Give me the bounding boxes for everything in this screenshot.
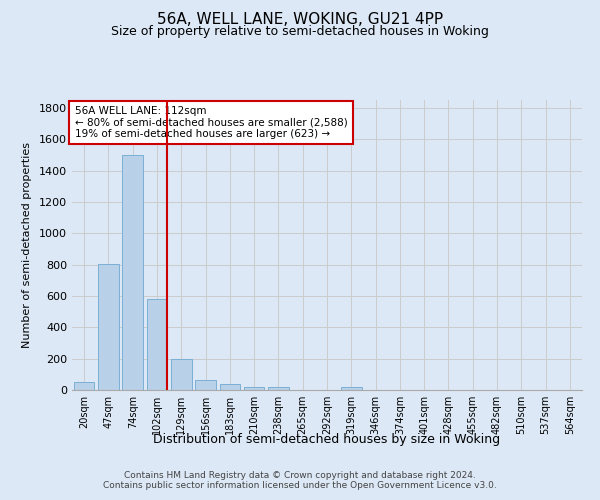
Text: 56A, WELL LANE, WOKING, GU21 4PP: 56A, WELL LANE, WOKING, GU21 4PP bbox=[157, 12, 443, 28]
Bar bbox=[98, 264, 119, 390]
Bar bbox=[122, 155, 143, 390]
Bar bbox=[244, 387, 265, 390]
Bar bbox=[74, 382, 94, 390]
Bar bbox=[146, 299, 167, 390]
Bar bbox=[195, 380, 216, 390]
Bar bbox=[171, 360, 191, 390]
Text: Distribution of semi-detached houses by size in Woking: Distribution of semi-detached houses by … bbox=[154, 432, 500, 446]
Text: Size of property relative to semi-detached houses in Woking: Size of property relative to semi-detach… bbox=[111, 25, 489, 38]
Text: Contains HM Land Registry data © Crown copyright and database right 2024.
Contai: Contains HM Land Registry data © Crown c… bbox=[103, 470, 497, 490]
Bar bbox=[268, 387, 289, 390]
Bar bbox=[341, 387, 362, 390]
Text: 56A WELL LANE: 112sqm
← 80% of semi-detached houses are smaller (2,588)
19% of s: 56A WELL LANE: 112sqm ← 80% of semi-deta… bbox=[74, 106, 347, 139]
Y-axis label: Number of semi-detached properties: Number of semi-detached properties bbox=[22, 142, 32, 348]
Bar bbox=[220, 384, 240, 390]
